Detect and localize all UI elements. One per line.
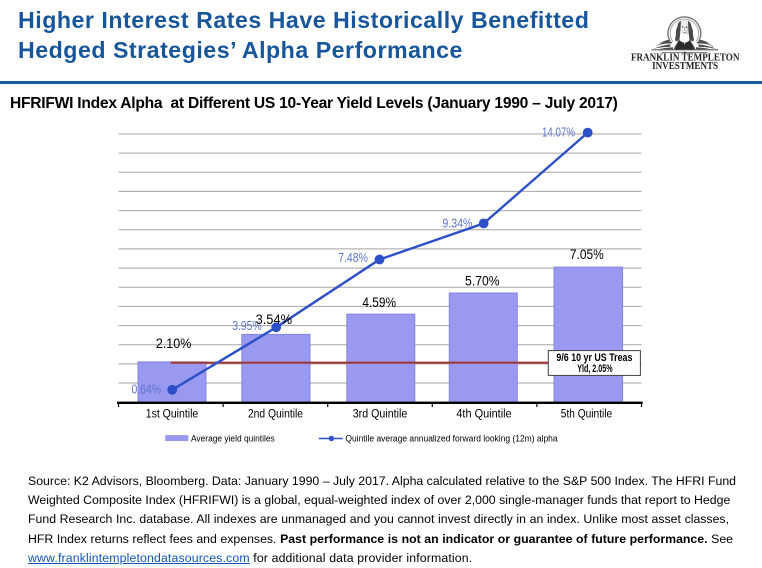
svg-text:®: ®: [711, 45, 715, 50]
svg-text:7.05%: 7.05%: [570, 247, 604, 262]
svg-text:3rd Quintile: 3rd Quintile: [353, 407, 408, 421]
svg-text:7.48%: 7.48%: [338, 251, 368, 265]
svg-text:4th Quintile: 4th Quintile: [456, 407, 511, 421]
svg-text:14.07%: 14.07%: [542, 126, 575, 140]
svg-text:3.95%: 3.95%: [232, 319, 262, 333]
svg-text:9/6 10 yr US Treas: 9/6 10 yr US Treas: [556, 352, 632, 364]
svg-text:0.64%: 0.64%: [132, 382, 162, 396]
svg-text:INVESTMENTS: INVESTMENTS: [652, 61, 718, 72]
svg-text:2nd Quintile: 2nd Quintile: [248, 407, 303, 421]
svg-text:4.59%: 4.59%: [362, 295, 396, 310]
svg-text:Yld, 2.05%: Yld, 2.05%: [577, 363, 612, 375]
svg-text:1st Quintile: 1st Quintile: [146, 407, 199, 421]
svg-text:FRANKLIN TEMPLETON: FRANKLIN TEMPLETON: [631, 52, 740, 63]
svg-text:5.70%: 5.70%: [465, 274, 500, 289]
svg-text:Quintile average annualized fo: Quintile average annualized forward look…: [345, 434, 557, 444]
svg-text:2.10%: 2.10%: [156, 336, 191, 351]
svg-text:9.34%: 9.34%: [442, 217, 472, 231]
svg-text:3.54%: 3.54%: [256, 312, 292, 327]
svg-text:Average yield quintiles: Average yield quintiles: [191, 433, 275, 443]
svg-text:5th Quintile: 5th Quintile: [561, 407, 612, 421]
